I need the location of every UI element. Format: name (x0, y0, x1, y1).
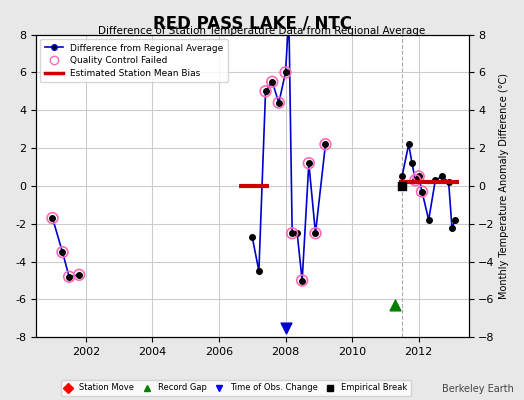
Point (414, 173, 423, 180)
Point (261, 88, 270, 94)
Point (75, 272, 83, 278)
Text: Berkeley Earth: Berkeley Earth (442, 384, 514, 394)
Point (311, 230, 320, 236)
Point (48, 215, 57, 221)
Point (65, 274, 73, 280)
Legend: Difference from Regional Average, Quality Control Failed, Estimated Station Mean: Difference from Regional Average, Qualit… (40, 39, 228, 82)
Point (411, 177, 420, 184)
Y-axis label: Monthly Temperature Anomaly Difference (°C): Monthly Temperature Anomaly Difference (… (499, 73, 509, 299)
Point (298, 277, 307, 284)
Point (58, 249, 67, 255)
Title: RED PASS LAKE / NTC: RED PASS LAKE / NTC (152, 15, 352, 33)
Point (281, 69, 290, 76)
Point (398, 183, 406, 189)
Point (321, 141, 330, 148)
Point (288, 230, 297, 236)
Point (268, 79, 276, 85)
Point (275, 100, 283, 106)
Legend: Station Move, Record Gap, Time of Obs. Change, Empirical Break: Station Move, Record Gap, Time of Obs. C… (61, 380, 411, 396)
Point (304, 160, 313, 166)
Point (418, 188, 426, 195)
Point (281, 325, 290, 331)
Point (391, 302, 400, 308)
Text: Difference of Station Temperature Data from Regional Average: Difference of Station Temperature Data f… (99, 26, 425, 36)
